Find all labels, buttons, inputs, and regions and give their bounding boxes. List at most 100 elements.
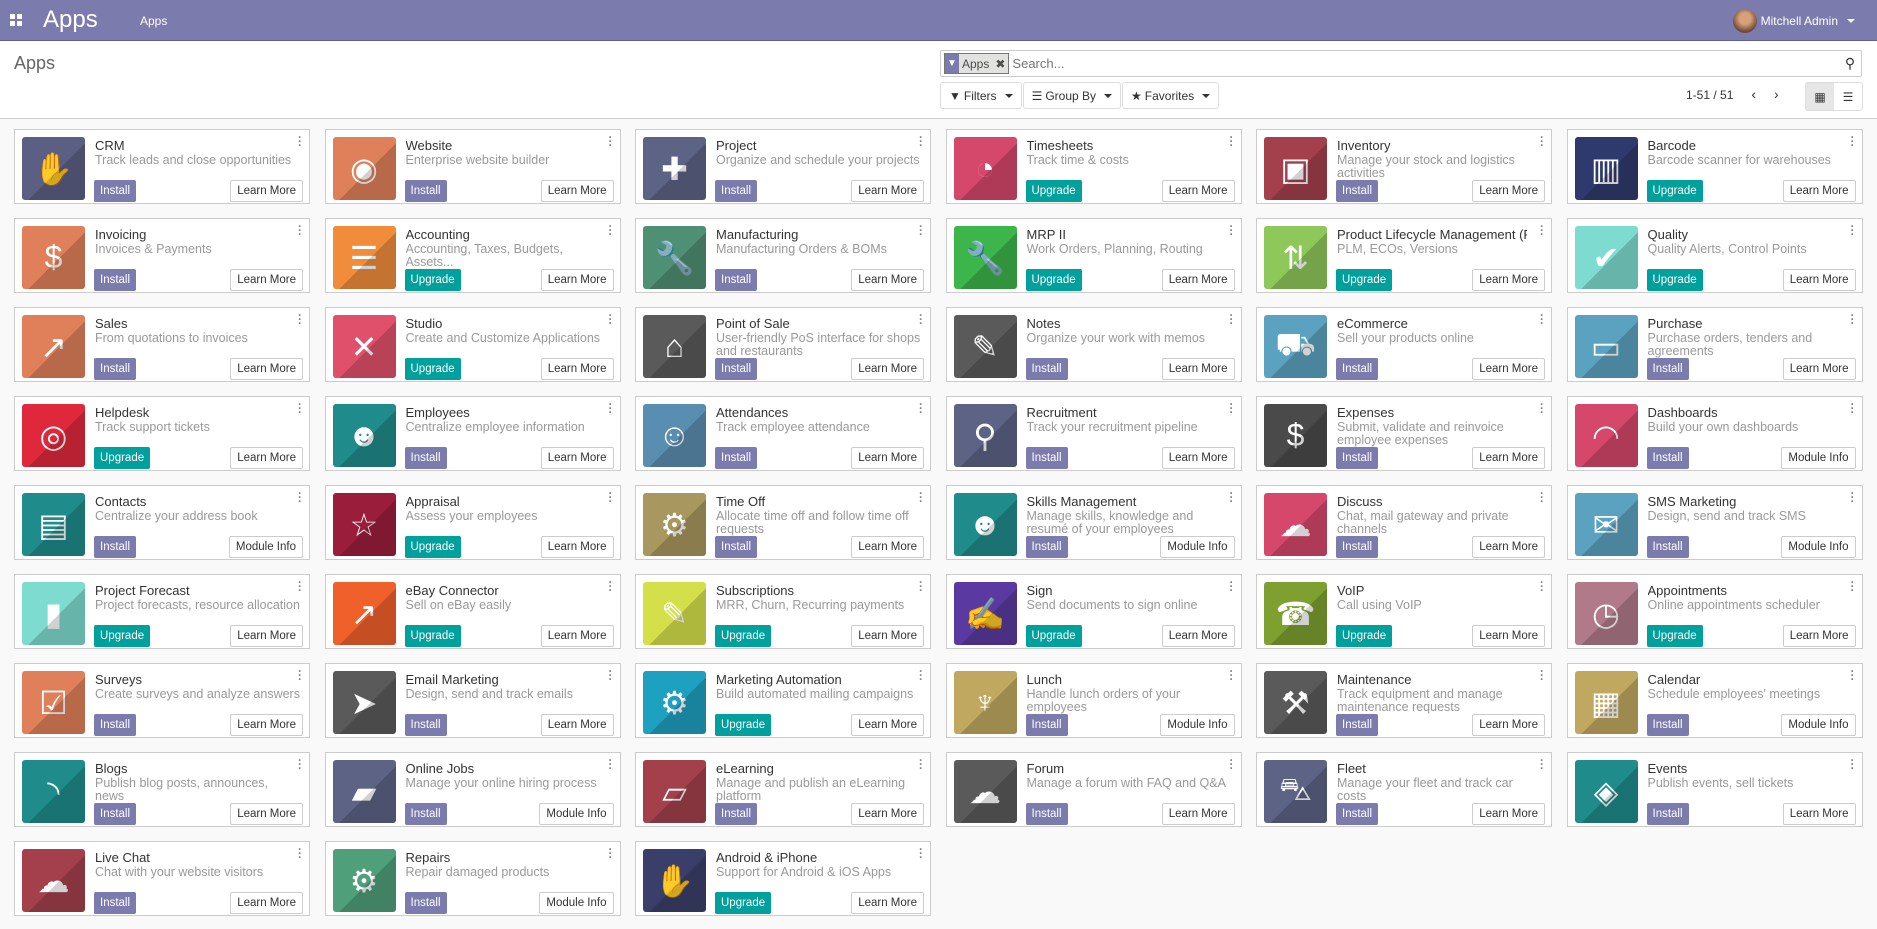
module-info-button[interactable]: Module Info [1781,714,1856,736]
install-button[interactable]: Install [94,714,137,736]
dropdown-menu-icon[interactable]: · · · [1850,308,1855,330]
search-icon[interactable]: ⚲ [1844,55,1856,71]
learn-more-button[interactable]: Learn More [1472,180,1545,202]
user-menu[interactable]: Mitchell Admin [1732,9,1855,33]
dropdown-menu-icon[interactable]: · · · [298,397,302,419]
dropdown-menu-icon[interactable]: · · · [919,308,923,330]
learn-more-button[interactable]: Learn More [230,269,303,291]
install-button[interactable]: Install [404,447,447,469]
module-info-button[interactable]: Module Info [228,536,303,558]
module-info-button[interactable]: Module Info [539,892,614,914]
list-view-icon[interactable]: ☰ [1842,89,1854,104]
install-button[interactable]: Install [94,180,137,202]
learn-more-button[interactable]: Learn More [1472,536,1545,558]
dropdown-menu-icon[interactable]: · · · [919,575,923,597]
learn-more-button[interactable]: Learn More [851,892,924,914]
learn-more-button[interactable]: Learn More [851,269,924,291]
chevron-right-icon[interactable]: › [1774,86,1779,102]
learn-more-button[interactable]: Learn More [1472,358,1545,380]
learn-more-button[interactable]: Learn More [851,358,924,380]
install-button[interactable]: Install [1646,358,1689,380]
dropdown-menu-icon[interactable]: · · · [1540,219,1544,241]
dropdown-menu-icon[interactable]: · · · [1850,753,1855,775]
dropdown-menu-icon[interactable]: · · · [608,664,613,686]
upgrade-button[interactable]: Upgrade [1646,625,1703,647]
dropdown-menu-icon[interactable]: · · · [298,664,302,686]
learn-more-button[interactable]: Learn More [1161,625,1235,647]
dropdown-menu-icon[interactable]: · · · [298,842,302,864]
install-button[interactable]: Install [1025,447,1068,469]
learn-more-button[interactable]: Learn More [851,447,924,469]
install-button[interactable]: Install [715,269,758,291]
learn-more-button[interactable]: Learn More [851,803,924,825]
search-input[interactable] [1009,56,1839,71]
dropdown-menu-icon[interactable]: · · · [1229,575,1234,597]
upgrade-button[interactable]: Upgrade [1025,625,1082,647]
upgrade-button[interactable]: Upgrade [404,625,461,647]
upgrade-button[interactable]: Upgrade [1336,625,1393,647]
learn-more-button[interactable]: Learn More [1472,625,1545,647]
install-button[interactable]: Install [1025,714,1068,736]
install-button[interactable]: Install [1646,447,1689,469]
dropdown-menu-icon[interactable]: · · · [1540,397,1544,419]
dropdown-menu-icon[interactable]: · · · [298,308,302,330]
dropdown-menu-icon[interactable]: · · · [1850,486,1855,508]
upgrade-button[interactable]: Upgrade [1025,269,1082,291]
learn-more-button[interactable]: Learn More [1161,803,1235,825]
learn-more-button[interactable]: Learn More [230,803,303,825]
learn-more-button[interactable]: Learn More [1782,625,1856,647]
pager-value[interactable]: 1-51 / 51 [1686,88,1734,102]
upgrade-button[interactable]: Upgrade [1025,180,1082,202]
chevron-left-icon[interactable]: ‹ [1751,86,1757,102]
learn-more-button[interactable]: Learn More [540,180,614,202]
learn-more-button[interactable]: Learn More [1472,803,1545,825]
learn-more-button[interactable]: Learn More [1782,803,1856,825]
learn-more-button[interactable]: Learn More [540,358,614,380]
learn-more-button[interactable]: Learn More [230,447,303,469]
install-button[interactable]: Install [1646,803,1689,825]
learn-more-button[interactable]: Learn More [540,536,614,558]
dropdown-menu-icon[interactable]: · · · [1850,575,1855,597]
dropdown-menu-icon[interactable]: · · · [1540,486,1544,508]
dropdown-menu-icon[interactable]: · · · [919,664,923,686]
learn-more-button[interactable]: Learn More [1161,180,1235,202]
dropdown-menu-icon[interactable]: · · · [1850,219,1855,241]
remove-facet-icon[interactable]: ✖ [995,56,1006,71]
dropdown-menu-icon[interactable]: · · · [608,486,613,508]
module-info-button[interactable]: Module Info [539,803,614,825]
learn-more-button[interactable]: Learn More [1472,714,1545,736]
upgrade-button[interactable]: Upgrade [1646,269,1703,291]
learn-more-button[interactable]: Learn More [540,269,614,291]
upgrade-button[interactable]: Upgrade [715,625,772,647]
install-button[interactable]: Install [715,358,758,380]
install-button[interactable]: Install [1336,358,1379,380]
install-button[interactable]: Install [94,358,137,380]
dropdown-menu-icon[interactable]: · · · [1540,575,1544,597]
install-button[interactable]: Install [1025,803,1068,825]
module-info-button[interactable]: Module Info [1160,536,1235,558]
learn-more-button[interactable]: Learn More [1782,180,1856,202]
learn-more-button[interactable]: Learn More [851,536,924,558]
learn-more-button[interactable]: Learn More [1782,358,1856,380]
upgrade-button[interactable]: Upgrade [94,625,151,647]
dropdown-menu-icon[interactable]: · · · [1229,130,1234,152]
install-button[interactable]: Install [715,447,758,469]
module-info-button[interactable]: Module Info [1160,714,1235,736]
install-button[interactable]: Install [94,803,137,825]
install-button[interactable]: Install [1646,714,1689,736]
app-menu-icon[interactable] [10,14,22,26]
kanban-view-icon[interactable]: ▦ [1806,83,1834,110]
install-button[interactable]: Install [1336,447,1379,469]
dropdown-menu-icon[interactable]: · · · [298,219,302,241]
dropdown-menu-icon[interactable]: · · · [1540,308,1544,330]
install-button[interactable]: Install [404,892,447,914]
dropdown-menu-icon[interactable]: · · · [1540,664,1544,686]
learn-more-button[interactable]: Learn More [1161,269,1235,291]
learn-more-button[interactable]: Learn More [230,358,303,380]
install-button[interactable]: Install [94,269,137,291]
install-button[interactable]: Install [1336,714,1379,736]
learn-more-button[interactable]: Learn More [540,625,614,647]
dropdown-menu-icon[interactable]: · · · [1850,664,1855,686]
dropdown-menu-icon[interactable]: · · · [919,397,923,419]
install-button[interactable]: Install [1025,358,1068,380]
